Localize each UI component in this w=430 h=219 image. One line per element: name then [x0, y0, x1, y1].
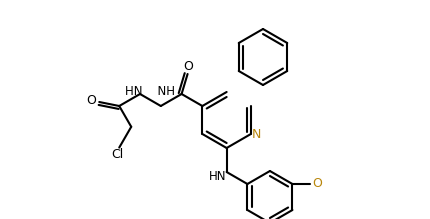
- Text: O: O: [86, 95, 96, 108]
- Text: HN: HN: [209, 171, 226, 184]
- Text: O: O: [312, 178, 322, 191]
- Text: N: N: [252, 127, 261, 141]
- Text: HN    NH: HN NH: [125, 85, 175, 99]
- Text: Cl: Cl: [111, 148, 123, 161]
- Text: O: O: [183, 60, 193, 74]
